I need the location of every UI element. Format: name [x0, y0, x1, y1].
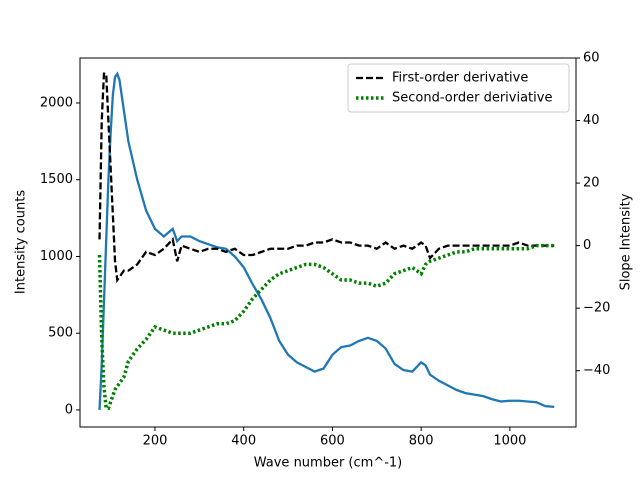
y2-tick-label: −20	[583, 301, 610, 316]
plot-frame	[79, 57, 577, 428]
y2-tick-label: 0	[583, 238, 591, 253]
y-tick-label: 1000	[40, 249, 73, 264]
legend-box	[347, 63, 570, 113]
y-tick-label: 2000	[40, 95, 73, 110]
y2-axis-label: Slope Intensity	[619, 193, 634, 290]
x-axis-label: Wave number (cm^-1)	[254, 456, 403, 471]
x-tick-label: 400	[231, 434, 256, 449]
y-axis-label: Intensity counts	[14, 190, 29, 294]
y-tick-label: 500	[48, 326, 73, 341]
y2-tick-label: 40	[583, 113, 600, 128]
y-tick-label: 1500	[40, 172, 73, 187]
series-line	[98, 71, 555, 411]
y-tick-label: 0	[65, 402, 73, 417]
x-tick-label: 600	[320, 434, 345, 449]
series-line	[98, 72, 555, 284]
legend-label: Second-order deriviative	[392, 91, 552, 106]
y2-tick-label: −40	[583, 363, 610, 378]
legend-label: First-order derivative	[392, 71, 528, 86]
x-tick-label: 1000	[493, 434, 526, 449]
y2-tick-label: 20	[583, 176, 600, 191]
x-tick-label: 800	[409, 434, 434, 449]
series-line	[97, 243, 555, 410]
y2-tick-label: 60	[583, 51, 600, 66]
x-tick-label: 200	[143, 434, 168, 449]
